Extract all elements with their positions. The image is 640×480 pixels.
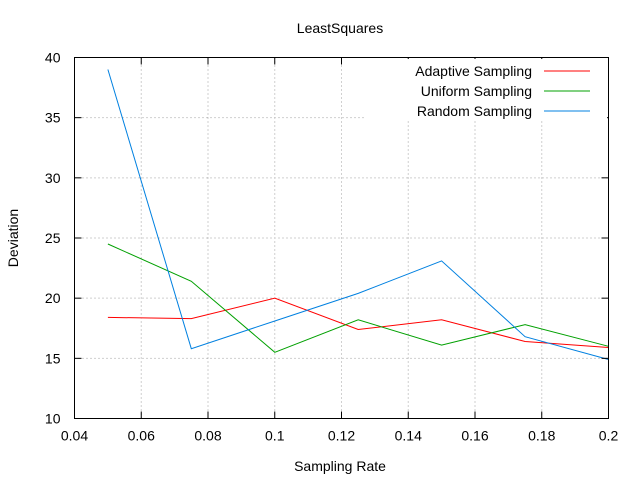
x-tick-label: 0.18 bbox=[528, 428, 555, 444]
y-tick-label: 40 bbox=[45, 50, 61, 66]
y-tick-label: 30 bbox=[45, 170, 61, 186]
legend: Adaptive Sampling Uniform Sampling Random … bbox=[365, 59, 607, 121]
y-tick-label: 15 bbox=[45, 350, 61, 366]
x-tick-label: 0.04 bbox=[61, 428, 88, 444]
x-tick-label: 0.14 bbox=[395, 428, 422, 444]
series-layer bbox=[107, 69, 609, 360]
series-line-uniform-sampling bbox=[107, 243, 609, 353]
x-tick-label: 0.1 bbox=[265, 428, 285, 444]
legend-label: Random Sampling bbox=[417, 103, 532, 119]
tick-layer: 0.04 0.06 0.08 0.1 0.12 0.14 0.16 0.18 0.2 10 15 20… bbox=[45, 50, 619, 444]
y-tick-label: 35 bbox=[45, 110, 61, 126]
chart-title: LeastSquares bbox=[297, 20, 383, 36]
series-line-adaptive-sampling bbox=[107, 297, 609, 348]
x-tick-label: 0.12 bbox=[328, 428, 355, 444]
y-tick-label: 20 bbox=[45, 290, 61, 306]
x-axis-label: Sampling Rate bbox=[294, 458, 386, 474]
legend-label: Adaptive Sampling bbox=[415, 63, 532, 79]
y-tick-label: 10 bbox=[45, 411, 61, 427]
y-tick-label: 25 bbox=[45, 230, 61, 246]
x-tick-label: 0.06 bbox=[128, 428, 155, 444]
x-tick-label: 0.08 bbox=[194, 428, 221, 444]
legend-label: Uniform Sampling bbox=[421, 83, 532, 99]
y-axis-label: Deviation bbox=[5, 209, 21, 267]
series-line-random-sampling bbox=[107, 69, 609, 360]
x-tick-label: 0.16 bbox=[461, 428, 488, 444]
x-tick-label: 0.2 bbox=[599, 428, 619, 444]
